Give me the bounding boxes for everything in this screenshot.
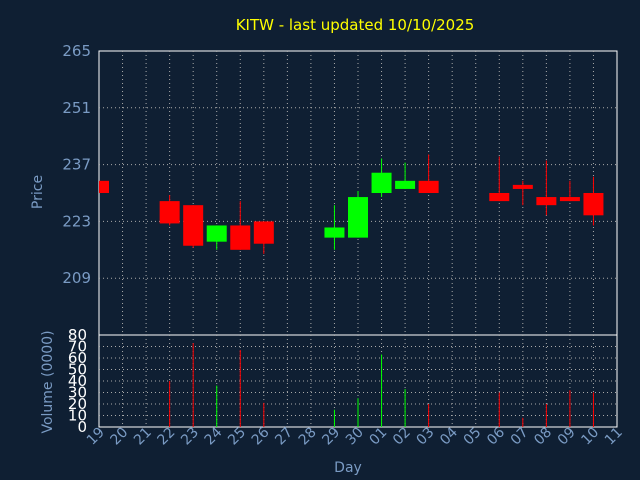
x-tick-label: 28 — [296, 425, 320, 449]
x-tick-label: 05 — [461, 425, 485, 449]
x-tick-label: 11 — [602, 425, 626, 449]
candle-body — [583, 193, 604, 216]
x-tick-label: 27 — [272, 425, 296, 449]
candle-body — [371, 172, 392, 193]
x-tick-label: 07 — [508, 425, 532, 449]
candle-body — [99, 180, 109, 193]
x-tick-label: 19 — [84, 425, 108, 449]
x-tick-label: 24 — [202, 424, 226, 448]
x-tick-label: 21 — [131, 425, 155, 449]
volume-tick-label: 20 — [68, 395, 87, 413]
chart-title: KITW - last updated 10/10/2025 — [236, 16, 475, 34]
price-axis-label: Price — [30, 175, 46, 209]
candle-body — [559, 197, 580, 202]
volume-tick-label: 70 — [68, 338, 87, 356]
candle-body — [418, 180, 439, 193]
x-tick-label: 02 — [390, 425, 414, 449]
volume-tick-label: 80 — [68, 326, 87, 344]
candle-body — [536, 197, 557, 206]
x-tick-label: 26 — [249, 424, 273, 448]
candle-body — [395, 180, 416, 189]
x-tick-label: 01 — [366, 425, 390, 449]
x-tick-label: 20 — [107, 425, 131, 449]
candle-body — [324, 227, 345, 238]
candle-body — [489, 193, 510, 202]
candle-body — [183, 205, 204, 246]
candle-body — [230, 225, 251, 250]
x-axis-label: Day — [334, 460, 362, 476]
x-tick-label: 03 — [414, 425, 438, 449]
x-tick-label: 08 — [531, 425, 555, 449]
candle-body — [512, 184, 533, 189]
candle-body — [206, 225, 227, 242]
volume-tick-label: 10 — [68, 407, 87, 425]
x-tick-label: 04 — [437, 424, 461, 448]
x-axis-ticks: 19 20 21 22 23 24 25 26 27 28 29 30 01 02 03 04 05 06 07 08… — [84, 424, 626, 448]
price-panel: 265 251 237 223 209 — [62, 42, 618, 336]
price-tick-label: 251 — [62, 99, 91, 117]
volume-tick-label: 40 — [68, 372, 87, 390]
volume-tick-label: 0 — [77, 418, 87, 436]
x-tick-label: 09 — [555, 425, 579, 449]
x-tick-label: 10 — [578, 425, 602, 449]
price-tick-label: 223 — [62, 212, 91, 230]
x-tick-label: 06 — [484, 424, 508, 448]
price-tick-label: 237 — [62, 156, 91, 174]
volume-tick-label: 60 — [68, 349, 87, 367]
candle-body — [159, 201, 180, 224]
x-tick-label: 23 — [178, 425, 202, 449]
x-tick-label: 22 — [155, 425, 179, 449]
candle-body — [348, 197, 368, 238]
volume-axis-label: Volume (0000) — [40, 330, 56, 433]
volume-tick-label: 50 — [68, 361, 87, 379]
price-tick-label: 209 — [62, 269, 91, 287]
x-tick-label: 29 — [319, 425, 343, 449]
x-tick-label: 30 — [343, 425, 367, 449]
candle-body — [253, 221, 274, 244]
x-tick-label: 25 — [225, 425, 249, 449]
volume-tick-label: 30 — [68, 384, 87, 402]
price-tick-label: 265 — [62, 42, 91, 60]
